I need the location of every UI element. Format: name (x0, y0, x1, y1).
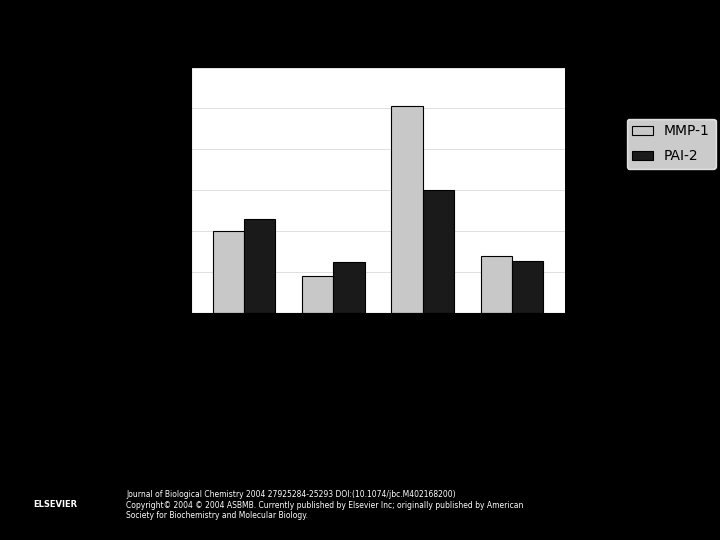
Text: —: — (323, 373, 339, 388)
Bar (512, 261, 543, 313)
Text: +: + (512, 406, 525, 421)
Text: Journal of Biological Chemistry 2004 27925284-25293 DOI:(10.1074/jbc.M402168200): Journal of Biological Chemistry 2004 279… (126, 490, 456, 498)
Text: ELSEVIER: ELSEVIER (33, 501, 78, 509)
Bar (333, 262, 364, 313)
Bar (392, 106, 423, 313)
Bar (480, 256, 512, 313)
Text: —: — (230, 406, 246, 421)
Bar (423, 191, 454, 313)
Text: +: + (512, 341, 525, 356)
Text: a-nap: a-nap (135, 406, 184, 421)
Text: +: + (512, 373, 525, 388)
Text: +: + (418, 341, 431, 356)
Bar (302, 276, 333, 313)
Text: +: + (231, 341, 244, 356)
Text: Copyright© 2004 © 2004 ASBMB. Currently published by Elsevier Inc; originally pu: Copyright© 2004 © 2004 ASBMB. Currently … (126, 502, 523, 510)
Text: +: + (325, 406, 338, 421)
Text: —: — (230, 373, 246, 388)
Text: atRA: atRA (143, 373, 184, 388)
Text: TCDD: TCDD (137, 341, 184, 356)
Text: +: + (418, 373, 431, 388)
Y-axis label: fold of control (Me2SO): fold of control (Me2SO) (153, 110, 166, 271)
Bar (244, 219, 276, 313)
Text: +: + (325, 341, 338, 356)
Bar (213, 231, 244, 313)
Text: Fig. 2: Fig. 2 (340, 17, 380, 32)
Text: —: — (417, 406, 433, 421)
Text: Society for Biochemistry and Molecular Biology.: Society for Biochemistry and Molecular B… (126, 511, 308, 520)
Legend: MMP-1, PAI-2: MMP-1, PAI-2 (626, 119, 716, 169)
